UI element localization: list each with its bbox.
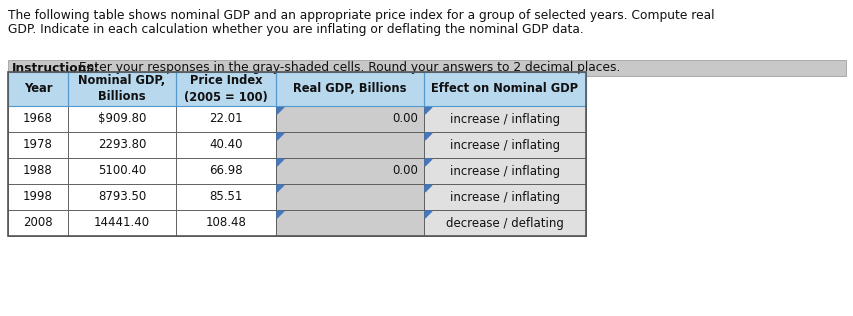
Bar	[176, 210, 276, 236]
Polygon shape	[425, 159, 432, 166]
Polygon shape	[276, 159, 284, 166]
Text: 1988: 1988	[23, 165, 53, 178]
Polygon shape	[276, 133, 284, 140]
Polygon shape	[425, 107, 432, 114]
Bar	[68, 158, 176, 184]
Text: 0.00: 0.00	[392, 112, 417, 125]
Bar	[8, 132, 68, 158]
Text: 108.48: 108.48	[206, 216, 247, 229]
Bar	[276, 72, 423, 106]
Bar	[423, 210, 585, 236]
Bar	[176, 106, 276, 132]
Bar	[68, 106, 176, 132]
Bar	[68, 184, 176, 210]
Polygon shape	[276, 211, 284, 218]
Text: Enter your responses in the gray-shaded cells. Round your answers to 2 decimal p: Enter your responses in the gray-shaded …	[75, 62, 619, 75]
Bar	[68, 72, 176, 106]
Text: $909.80: $909.80	[98, 112, 146, 125]
Text: Nominal GDP,
Billions: Nominal GDP, Billions	[78, 75, 165, 104]
Bar	[276, 158, 423, 184]
Polygon shape	[276, 185, 284, 192]
Text: 2293.80: 2293.80	[98, 138, 146, 151]
Bar	[8, 210, 68, 236]
Bar	[176, 72, 276, 106]
Text: The following table shows nominal GDP and an appropriate price index for a group: The following table shows nominal GDP an…	[8, 9, 714, 22]
Text: 14441.40: 14441.40	[94, 216, 150, 229]
Text: 2008: 2008	[23, 216, 53, 229]
Bar	[8, 60, 845, 76]
Text: 0.00: 0.00	[392, 165, 417, 178]
Text: increase / inflating: increase / inflating	[450, 165, 560, 178]
Bar	[423, 132, 585, 158]
Text: increase / inflating: increase / inflating	[450, 191, 560, 204]
Text: 5100.40: 5100.40	[98, 165, 146, 178]
Bar	[8, 106, 68, 132]
Polygon shape	[425, 133, 432, 140]
Bar	[423, 72, 585, 106]
Bar	[276, 184, 423, 210]
Bar	[8, 158, 68, 184]
Polygon shape	[425, 211, 432, 218]
Bar	[8, 72, 68, 106]
Bar	[68, 132, 176, 158]
Text: 85.51: 85.51	[209, 191, 242, 204]
Text: 1968: 1968	[23, 112, 53, 125]
Text: 22.01: 22.01	[209, 112, 242, 125]
Text: decrease / deflating: decrease / deflating	[445, 216, 563, 229]
Bar	[8, 184, 68, 210]
Text: 1978: 1978	[23, 138, 53, 151]
Bar	[423, 184, 585, 210]
Text: 66.98: 66.98	[209, 165, 242, 178]
Text: increase / inflating: increase / inflating	[450, 112, 560, 125]
Text: 40.40: 40.40	[209, 138, 242, 151]
Text: Real GDP, Billions: Real GDP, Billions	[293, 82, 406, 95]
Text: Year: Year	[24, 82, 52, 95]
Bar	[176, 158, 276, 184]
Text: Price Index
(2005 = 100): Price Index (2005 = 100)	[184, 75, 268, 104]
Text: 1998: 1998	[23, 191, 53, 204]
Bar	[276, 106, 423, 132]
Bar	[68, 210, 176, 236]
Bar	[8, 72, 585, 236]
Text: Instructions:: Instructions:	[12, 62, 100, 75]
Bar	[276, 132, 423, 158]
Text: 8793.50: 8793.50	[98, 191, 146, 204]
Polygon shape	[425, 185, 432, 192]
Text: GDP. Indicate in each calculation whether you are inflating or deflating the nom: GDP. Indicate in each calculation whethe…	[8, 23, 583, 36]
Bar	[423, 106, 585, 132]
Bar	[176, 184, 276, 210]
Bar	[423, 158, 585, 184]
Text: Effect on Nominal GDP: Effect on Nominal GDP	[431, 82, 577, 95]
Bar	[276, 210, 423, 236]
Text: increase / inflating: increase / inflating	[450, 138, 560, 151]
Polygon shape	[276, 107, 284, 114]
Bar	[176, 132, 276, 158]
Bar	[8, 72, 585, 106]
